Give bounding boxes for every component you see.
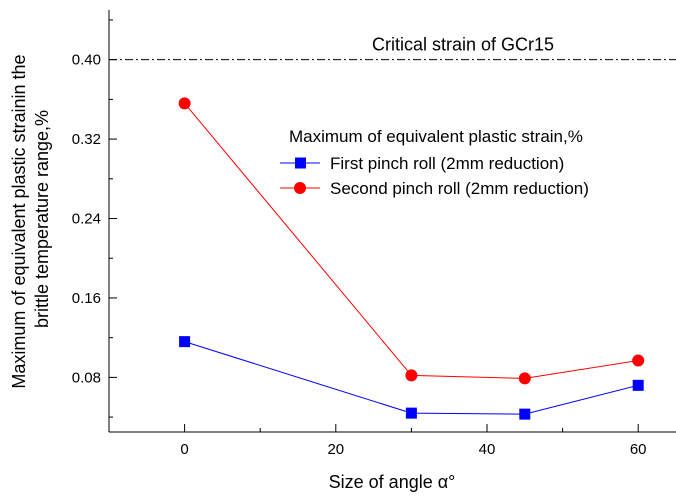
series-group: [178, 97, 645, 420]
x-tick-label-60: 60: [630, 441, 647, 458]
series-1-point-2: [518, 372, 531, 385]
y-tick-label-1: 0.16: [72, 290, 101, 307]
series-1-point-0: [178, 97, 191, 110]
legend-marker-1: [294, 182, 306, 194]
y-axis-label-line-2: brittle temperature range,%: [32, 110, 52, 328]
series-1-point-1: [405, 369, 418, 382]
x-tick-label-20: 20: [327, 441, 344, 458]
series-line-1: [184, 103, 639, 379]
y-tick-label-3: 0.32: [72, 131, 101, 148]
legend-label-second-pinch-roll: Second pinch roll (2mm reduction): [330, 179, 589, 198]
x-tick-label-40: 40: [479, 441, 496, 458]
legend: Maximum of equivalent plastic strain,% F…: [280, 127, 589, 198]
legend-marker-0: [295, 157, 306, 169]
y-axis-label: Maximum of equivalent plastic strainin t…: [9, 49, 52, 388]
critical-strain-label: Critical strain of GCr15: [372, 35, 554, 55]
series-0-point-1: [405, 407, 417, 419]
x-tick-label-0: 0: [180, 441, 188, 458]
axes: 0 20 40 60 0.08 0.16 0.24 0.32 0.40: [72, 10, 676, 458]
series-0-point-3: [632, 379, 644, 391]
legend-label-first-pinch-roll: First pinch roll (2mm reduction): [330, 154, 564, 173]
series-0-point-0: [179, 336, 191, 348]
x-axis-label: Size of angle α°: [329, 472, 456, 492]
series-0-point-2: [519, 408, 531, 420]
legend-title: Maximum of equivalent plastic strain,%: [289, 127, 583, 146]
series-1-point-3: [632, 354, 645, 367]
y-tick-label-2: 0.24: [72, 211, 101, 228]
y-axis-label-line-1: Maximum of equivalent plastic strainin t…: [9, 54, 29, 388]
y-tick-label-0: 0.08: [72, 369, 101, 386]
y-tick-label-4: 0.40: [72, 52, 101, 69]
series-line-0: [184, 341, 639, 415]
